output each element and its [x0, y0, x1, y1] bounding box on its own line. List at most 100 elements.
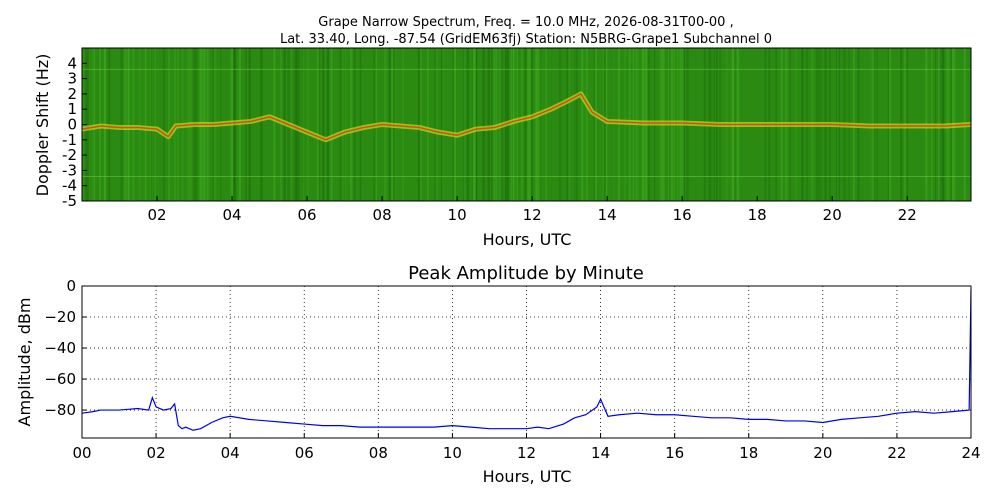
spectrogram-streak [493, 48, 496, 201]
amplitude-chart-title: Peak Amplitude by Minute [408, 263, 644, 284]
spectrogram-streak [316, 48, 319, 201]
spectrogram-streak [611, 48, 614, 201]
spectrogram-streak [127, 48, 129, 201]
spectrogram-streak [535, 48, 538, 201]
spectrogram-streak [434, 48, 437, 201]
spectrogram-streak [145, 48, 147, 201]
spectrogram-streak [324, 48, 327, 201]
amplitude-x-tick-label: 20 [813, 444, 832, 462]
spectrogram-x-tick-label: 12 [523, 206, 542, 224]
spectrogram-streak [490, 48, 493, 201]
spectrogram-x-axis-label: Hours, UTC [483, 230, 572, 249]
spectrogram-streak [489, 48, 492, 201]
spectrogram-streak [551, 48, 553, 201]
spectrogram-streak [611, 48, 614, 201]
spectrogram-streak [245, 48, 247, 201]
amplitude-x-tick-label: 04 [221, 444, 240, 462]
spectrogram-y-tick-label: 3 [67, 70, 77, 88]
spectrogram-streak [551, 48, 553, 201]
spectrogram-streak [127, 48, 130, 201]
spectrogram-streak [568, 48, 570, 201]
spectrogram-streak [487, 48, 490, 201]
spectrogram-streak [273, 48, 276, 201]
spectrogram-streak [559, 48, 562, 201]
spectrogram-streak [427, 48, 429, 201]
amplitude-x-tick-label: 12 [517, 444, 536, 462]
spectrogram-streak [530, 48, 533, 201]
spectrogram-streak [93, 48, 96, 201]
spectrogram-streak [297, 48, 300, 201]
amplitude-x-tick-label: 00 [72, 444, 91, 462]
spectrogram-streak [120, 48, 123, 201]
spectrogram-streak [344, 48, 346, 201]
amplitude-x-axis-label: Hours, UTC [483, 467, 572, 486]
spectrogram-streak [521, 48, 523, 201]
spectrogram-streak [566, 48, 569, 201]
spectrogram-streak [343, 48, 345, 201]
spectrogram-y-axis-label: Doppler Shift (Hz) [33, 54, 52, 197]
spectrogram-streak [593, 48, 596, 201]
spectrogram-streak [516, 48, 519, 201]
spectrogram-streak [162, 48, 166, 201]
spectrogram-streak [149, 48, 152, 201]
spectrogram-x-tick-label: 14 [598, 206, 617, 224]
spectrogram-streak [464, 48, 466, 201]
spectrogram-y-tick-label: -5 [62, 192, 77, 210]
amplitude-y-tick-label: −80 [44, 401, 76, 419]
amplitude-x-tick-label: 14 [591, 444, 610, 462]
spectrogram-streak [144, 48, 146, 201]
spectrogram-streak [294, 48, 296, 201]
spectrogram-streak [295, 48, 298, 201]
spectrogram-streak [167, 48, 171, 201]
spectrogram-streak [441, 48, 444, 201]
spectrogram-streak [581, 48, 584, 201]
amplitude-x-tick-label: 18 [739, 444, 758, 462]
spectrogram-streak [302, 48, 304, 201]
amplitude-y-ticks: 0 −20 −40 −60 −80 [44, 277, 87, 419]
figure-title-line-2: Lat. 33.40, Long. -87.54 (GridEM63fj) St… [280, 32, 772, 47]
spectrogram-streak [602, 48, 604, 201]
spectrogram-streak [483, 48, 485, 201]
spectrogram-streak [280, 48, 282, 201]
spectrogram-x-tick-label: 10 [448, 206, 467, 224]
spectrogram-x-tick-label: 02 [147, 206, 166, 224]
spectrogram-streak [440, 48, 443, 201]
spectrogram-y-tick-label: -3 [62, 161, 77, 179]
spectrogram-streak [350, 48, 353, 201]
spectrogram-x-tick-label: 18 [748, 206, 767, 224]
spectrogram-streak [323, 48, 326, 201]
amplitude-x-tick-label: 16 [665, 444, 684, 462]
spectrogram-streak [419, 48, 422, 201]
doppler-trace-peak [82, 93, 971, 141]
doppler-trace [82, 91, 971, 143]
figure-title-line-1: Grape Narrow Spectrum, Freq. = 10.0 MHz,… [318, 15, 733, 30]
spectrogram-streak [487, 48, 490, 201]
spectrogram-y-tick-label: 4 [67, 54, 77, 72]
spectrogram-x-ticks: 02 04 06 08 10 12 14 16 18 20 22 [147, 196, 917, 224]
spectrogram-streak [249, 48, 251, 201]
amplitude-y-tick-label: 0 [66, 277, 76, 295]
spectrogram-streak [527, 48, 530, 201]
spectrogram-streak [150, 48, 152, 201]
amplitude-y-tick-label: −40 [44, 339, 76, 357]
spectrogram-streak [324, 48, 327, 201]
spectrogram-streak [574, 48, 577, 201]
spectrogram-streak [259, 48, 262, 201]
amplitude-x-tick-label: 10 [443, 444, 462, 462]
amplitude-y-tick-label: −20 [44, 308, 76, 326]
spectrogram-streak [86, 48, 89, 201]
spectrogram-streak [524, 48, 527, 201]
spectrogram-streak [528, 48, 531, 201]
spectrogram-streak [452, 48, 454, 201]
spectrogram-streak [326, 48, 329, 201]
spectrogram-streak [339, 48, 342, 201]
amplitude-x-tick-label: 24 [961, 444, 980, 462]
spectrogram-streak [537, 48, 540, 201]
spectrogram-streak [576, 48, 578, 201]
spectrogram-streak [512, 48, 515, 201]
spectrogram-streak [154, 48, 156, 201]
spectrogram-streak [585, 48, 588, 201]
